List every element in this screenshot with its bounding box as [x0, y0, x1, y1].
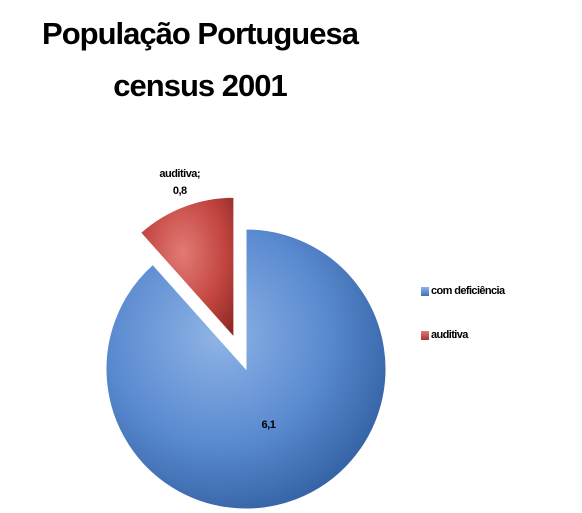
legend-item-com-deficiencia: com deficiência [421, 284, 505, 298]
legend-swatch-auditiva [421, 330, 429, 340]
chart-legend: com deficiência auditiva [421, 284, 505, 372]
chart-subtitle: census 2001 [113, 68, 287, 103]
pie-slice-auditiva [139, 196, 235, 339]
legend-item-auditiva: auditiva [421, 328, 505, 342]
legend-swatch-com-deficiencia [421, 286, 429, 296]
pie-slice-com-deficiencia [105, 228, 387, 510]
data-label-com-deficiencia: 6,1 [262, 419, 276, 431]
legend-label-auditiva: auditiva [431, 329, 468, 341]
chart-title: População Portuguesa [42, 16, 359, 51]
legend-label-com-deficiencia: com deficiência [431, 285, 505, 297]
data-label-auditiva: auditiva; 0,8 [159, 168, 200, 197]
